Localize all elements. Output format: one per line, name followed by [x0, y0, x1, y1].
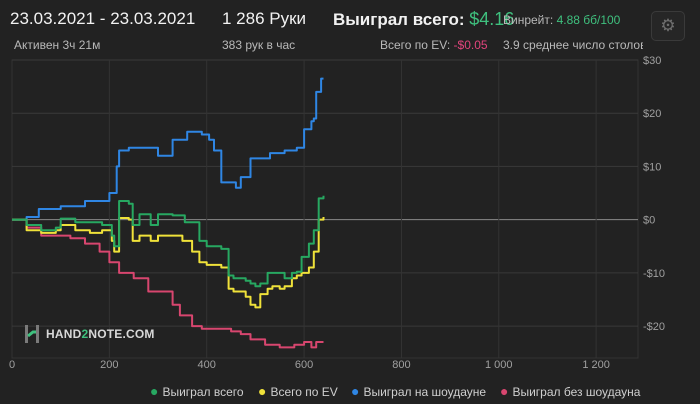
legend-label-ev: Всего по EV [270, 385, 338, 399]
legend-item-won[interactable]: ● Выиграл всего [150, 383, 244, 399]
y-tick-label: $20 [643, 108, 661, 120]
logo-text-accent: 2 [81, 327, 89, 341]
chart-grid [11, 59, 639, 359]
legend-item-non-showdown[interactable]: ● Выиграл без шоудауна [500, 383, 640, 399]
chart-lines [12, 77, 325, 349]
legend-label-showdown: Выиграл на шоудауне [363, 385, 487, 399]
winrate-value: 4.88 бб/100 [556, 13, 621, 27]
avg-tables: 3.9 среднее число столов [503, 38, 643, 52]
series-line-showdown [12, 77, 324, 221]
x-tick-label: 200 [100, 359, 118, 371]
logo-text-pre: HAND [46, 327, 82, 341]
gear-icon: ⚙ [660, 16, 676, 35]
x-tick-label: 0 [9, 359, 15, 371]
x-axis-ticks: 0 200 400 600 800 1 000 1 200 [9, 359, 610, 371]
y-tick-label: $10 [643, 161, 661, 173]
y-axis-ticks: $30 $20 $10 $0 -$10 -$20 [643, 55, 665, 333]
y-tick-label: -$10 [643, 268, 665, 280]
plot-frame [11, 59, 639, 359]
active-time: Активен 3ч 21м [14, 38, 101, 52]
x-tick-label: 1 000 [485, 359, 513, 371]
legend-item-ev[interactable]: ● Всего по EV [258, 383, 338, 399]
ev-total-value: -$0.05 [453, 38, 488, 52]
winrate-label: Винрейт: [503, 13, 554, 27]
date-range: 23.03.2021 - 23.03.2021 [10, 9, 196, 28]
legend-dot-icon: ● [351, 383, 360, 399]
legend-item-showdown[interactable]: ● Выиграл на шоудауне [351, 383, 486, 399]
legend-dot-icon: ● [500, 383, 509, 399]
series-line-ev [12, 217, 325, 309]
legend-dot-icon: ● [258, 383, 267, 399]
hands-count: 1 286 Руки [222, 9, 307, 28]
x-tick-label: 400 [198, 359, 216, 371]
won-total-value: $4.16 [469, 9, 515, 29]
hand2note-logo-icon [25, 325, 39, 343]
hands-per-hour: 383 рук в час [222, 38, 296, 52]
x-tick-label: 800 [392, 359, 410, 371]
legend-label-won: Выиграл всего [162, 385, 244, 399]
y-tick-label: $30 [643, 55, 661, 67]
logo: HAND2NOTE.COM [24, 324, 155, 344]
legend-label-non-showdown: Выиграл без шоудауна [512, 385, 641, 399]
x-tick-label: 600 [295, 359, 313, 371]
ev-total-label: Всего по EV: [380, 38, 451, 52]
logo-text: HAND2NOTE.COM [46, 327, 155, 341]
ev-total: Всего по EV: -$0.05 [380, 38, 488, 52]
legend-dot-icon: ● [150, 383, 159, 399]
winrate: Винрейт: 4.88 бб/100 [503, 13, 620, 27]
won-total: Выиграл всего: $4.16 [333, 9, 514, 30]
y-tick-label: -$20 [643, 321, 665, 333]
won-total-label: Выиграл всего: [333, 10, 465, 29]
logo-text-post: NOTE.COM [88, 327, 155, 341]
series-line-non-showdown [12, 218, 324, 349]
settings-button[interactable]: ⚙ [651, 11, 685, 41]
y-tick-label: $0 [643, 215, 655, 227]
series-line-won [12, 195, 325, 288]
x-tick-label: 1 200 [582, 359, 610, 371]
